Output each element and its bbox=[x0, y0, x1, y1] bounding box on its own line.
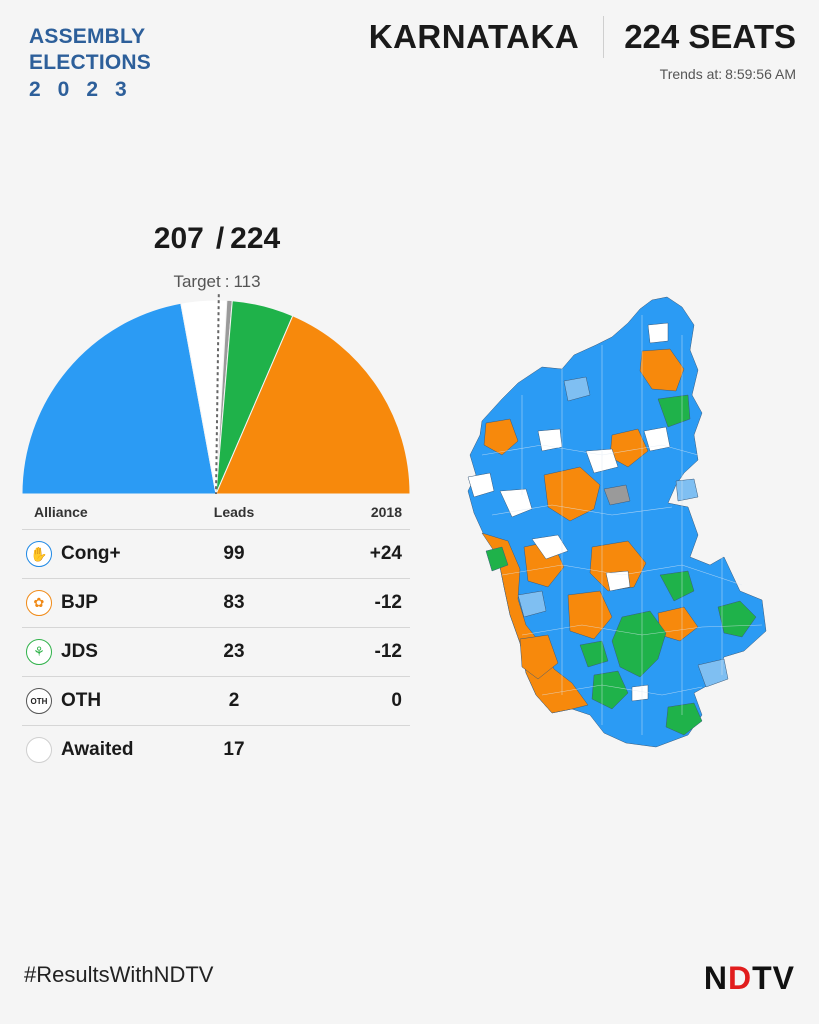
count-separator: / bbox=[215, 222, 225, 255]
target-value: 113 bbox=[233, 272, 261, 291]
map-outline bbox=[467, 296, 767, 748]
map-region-oth bbox=[603, 484, 631, 506]
map-region-bjp bbox=[519, 634, 559, 680]
brand-block: ASSEMBLY ELECTIONS 2023 bbox=[29, 24, 151, 104]
map-region-jds bbox=[665, 702, 703, 736]
oth-icon: OTH bbox=[26, 688, 52, 714]
lotus-icon: ✿ bbox=[26, 590, 52, 616]
party-change: 0 bbox=[391, 690, 402, 711]
map-region-jds bbox=[659, 570, 695, 602]
seat-semicircle-chart bbox=[21, 294, 411, 495]
map-region-cong-light bbox=[517, 590, 547, 618]
header-divider bbox=[603, 16, 605, 58]
map-region-cong-light bbox=[697, 658, 729, 688]
party-name: JDS bbox=[61, 641, 98, 662]
map-region-awaited bbox=[631, 684, 649, 702]
party-change: -12 bbox=[374, 592, 402, 613]
map-region-cong-light bbox=[563, 376, 591, 402]
seats-title: 224 SEATS bbox=[624, 18, 796, 55]
farmer-icon: ⚘ bbox=[26, 639, 52, 665]
party-name: BJP bbox=[61, 592, 98, 613]
table-row: OTH OTH 2 0 bbox=[22, 677, 410, 726]
declared-value: 207 bbox=[153, 222, 204, 255]
map-region-cong-light bbox=[675, 478, 699, 502]
map-region-jds bbox=[579, 640, 609, 668]
declared-count: 207 /224 bbox=[22, 222, 412, 256]
trends-label: Trends at: bbox=[659, 66, 723, 82]
map-region-jds bbox=[485, 546, 509, 572]
slice-bjp bbox=[215, 315, 411, 495]
table-row: ✿ BJP 83 -12 bbox=[22, 579, 410, 628]
trends-timestamp: Trends at: 8:59:56 AM bbox=[369, 66, 796, 82]
party-name: OTH bbox=[61, 690, 102, 711]
header-2018: 2018 bbox=[370, 504, 402, 520]
hand-icon: ✋ bbox=[26, 541, 52, 567]
map-region-jds bbox=[591, 670, 629, 710]
table-row: ⚘ JDS 23 -12 bbox=[22, 628, 410, 677]
map-region-jds bbox=[611, 610, 667, 678]
logo-tv: TV bbox=[752, 960, 795, 996]
target-label: Target:113 bbox=[173, 272, 261, 291]
map-region-bjp bbox=[639, 348, 685, 392]
map-region-awaited bbox=[647, 322, 669, 344]
ndtv-logo: NDTV bbox=[704, 960, 795, 997]
map-region-bjp bbox=[543, 466, 601, 522]
brand-year: 2023 bbox=[29, 78, 144, 101]
party-leads: 23 bbox=[223, 641, 245, 662]
header: KARNATAKA 224 SEATS Trends at: 8:59:56 AM bbox=[369, 16, 796, 82]
party-change: +24 bbox=[369, 543, 402, 564]
hashtag: #ResultsWithNDTV bbox=[24, 962, 214, 987]
map-region-bjp bbox=[567, 590, 613, 640]
logo-n: N bbox=[703, 960, 728, 996]
map-region-bjp bbox=[481, 532, 589, 714]
logo-d: D bbox=[728, 960, 753, 996]
map-region-awaited bbox=[467, 472, 495, 498]
header-leads: Leads bbox=[213, 504, 255, 520]
brand-line2: ELECTIONS bbox=[29, 51, 151, 74]
header-alliance: Alliance bbox=[34, 504, 88, 520]
party-change: -12 bbox=[374, 641, 402, 662]
trends-time: 8:59:56 AM bbox=[725, 66, 796, 82]
constituency-borders bbox=[481, 315, 763, 735]
party-leads: 99 bbox=[223, 543, 245, 564]
party-name: Cong+ bbox=[61, 543, 121, 564]
total-value: 224 bbox=[230, 222, 281, 255]
target-text: Target bbox=[173, 272, 221, 291]
map-region-jds bbox=[717, 600, 757, 638]
party-leads: 83 bbox=[223, 592, 245, 613]
table-header: Alliance Leads 2018 bbox=[22, 495, 410, 530]
table-row: Awaited 17 bbox=[22, 726, 410, 774]
blank-icon bbox=[26, 737, 52, 763]
slice-cong bbox=[21, 302, 217, 495]
party-leads: 2 bbox=[228, 690, 240, 711]
party-name: Awaited bbox=[61, 739, 134, 760]
map-region-bjp bbox=[589, 540, 647, 592]
party-leads: 17 bbox=[223, 739, 245, 760]
brand-line1: ASSEMBLY bbox=[29, 25, 146, 48]
map-region-awaited bbox=[499, 488, 533, 518]
karnataka-constituency-map bbox=[467, 296, 767, 748]
map-region-bjp bbox=[483, 418, 519, 456]
map-region-awaited bbox=[605, 570, 631, 592]
map-region-awaited bbox=[531, 534, 569, 560]
state-title: KARNATAKA bbox=[368, 18, 580, 55]
table-row: ✋ Cong+ 99 +24 bbox=[22, 530, 410, 579]
alliance-table: Alliance Leads 2018 ✋ Cong+ 99 +24 ✿ BJP 8… bbox=[22, 495, 410, 774]
